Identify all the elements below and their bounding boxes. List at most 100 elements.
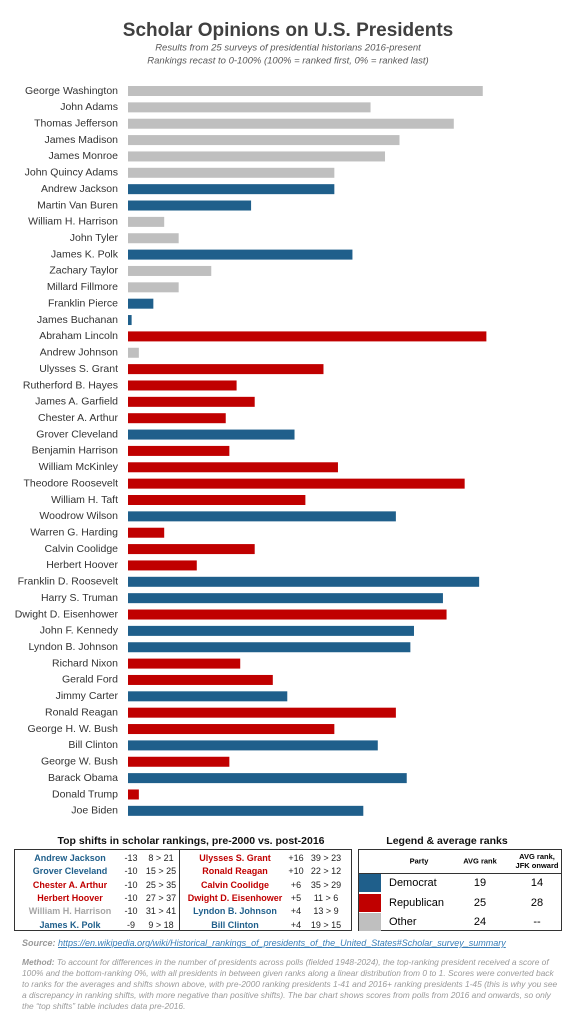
president-name: William H. Harrison — [28, 906, 112, 917]
shifts-title: Top shifts in scholar rankings, pre-2000… — [57, 835, 325, 847]
rank-shift: +4 — [290, 919, 302, 930]
divider — [179, 850, 180, 930]
y-tick-label: James K. Polk — [51, 248, 119, 260]
y-tick-label: Andrew Jackson — [41, 183, 118, 195]
rank-change: 15 > 25 — [145, 866, 177, 877]
bar — [128, 527, 165, 538]
chart-title: Scholar Opinions on U.S. Presidents — [123, 20, 453, 41]
y-tick-label: Andrew Johnson — [40, 347, 118, 359]
y-tick-label: John F. Kennedy — [40, 625, 119, 637]
rank-change: 11 > 6 — [313, 892, 339, 903]
y-tick-label: Zachary Taylor — [49, 265, 118, 277]
bar — [128, 740, 378, 751]
y-tick-label: Barack Obama — [48, 772, 118, 784]
y-tick-label: James Madison — [44, 134, 118, 146]
rank-shift: -13 — [124, 853, 138, 863]
y-tick-label: Martin Van Buren — [37, 199, 118, 211]
rank-shift: +6 — [290, 879, 302, 890]
rank-shift: +10 — [288, 866, 304, 877]
y-tick-label: Richard Nixon — [52, 657, 118, 669]
source: Source: https://en.wikipedia.org/wiki/Hi… — [22, 938, 506, 948]
y-tick-label: John Quincy Adams — [25, 167, 118, 179]
president-name: Chester A. Arthur — [32, 879, 108, 890]
bar — [128, 184, 335, 195]
y-tick-label: Millard Fillmore — [47, 281, 118, 293]
y-tick-label: Bill Clinton — [68, 739, 118, 751]
y-tick-label: John Tyler — [70, 232, 119, 244]
rank-change: 13 > 9 — [313, 906, 339, 917]
y-tick-label: Woodrow Wilson — [39, 510, 118, 522]
method-label: Method: — [22, 957, 55, 967]
avg-rank-jfk: 28 — [530, 896, 544, 909]
legend-swatch — [359, 874, 381, 892]
bar — [128, 135, 400, 146]
president-name: Dwight D. Eisenhower — [187, 892, 283, 903]
y-tick-label: Abraham Lincoln — [39, 330, 118, 342]
president-name: James K. Polk — [39, 919, 101, 930]
y-tick-label: Chester A. Arthur — [38, 412, 118, 424]
bar — [128, 707, 396, 718]
chart-subtitle: Rankings recast to 0-100% (100% = ranked… — [147, 56, 428, 67]
rank-change: 22 > 12 — [310, 866, 342, 877]
y-tick-label: James Buchanan — [37, 314, 118, 326]
bar — [128, 789, 139, 800]
bar — [128, 691, 288, 702]
rank-shift: -10 — [124, 892, 138, 903]
rank-change: 31 > 41 — [145, 906, 177, 917]
bar — [128, 576, 480, 587]
bar — [128, 282, 179, 293]
avg-rank-jfk: -- — [533, 916, 541, 928]
rank-shift: -10 — [124, 879, 138, 890]
legend-swatch — [359, 913, 381, 931]
y-tick-label: Ronald Reagan — [45, 706, 118, 718]
y-tick-label: Donald Trump — [52, 788, 118, 800]
method-text: To account for differences in the number… — [22, 957, 558, 1011]
legend-party: Democrat — [389, 877, 437, 889]
bar — [128, 658, 241, 669]
rank-change: 19 > 15 — [310, 919, 342, 930]
divider — [359, 873, 561, 874]
bar — [128, 511, 396, 522]
president-name: Calvin Coolidge — [200, 879, 270, 890]
president-name: Herbert Hoover — [37, 892, 103, 903]
president-name: Lyndon B. Johnson — [193, 906, 277, 917]
bar — [128, 396, 255, 407]
president-name: Ulysses S. Grant — [199, 853, 271, 863]
bar — [128, 478, 465, 489]
bar — [128, 724, 335, 735]
legend-table: Party AVG rank AVG rank, JFK onward Democra… — [358, 849, 562, 931]
y-tick-label: Benjamin Harrison — [32, 445, 119, 457]
column-header: AVG rank — [463, 856, 497, 866]
legend-swatch — [359, 893, 381, 912]
bar — [128, 364, 324, 375]
bar — [128, 593, 443, 604]
bar — [128, 233, 179, 244]
y-tick-label: Theodore Roosevelt — [23, 477, 118, 489]
y-tick-label: James Monroe — [49, 150, 119, 162]
rank-change: 35 > 29 — [310, 879, 342, 890]
column-header: Party — [409, 856, 429, 866]
bar — [128, 216, 165, 227]
bar — [128, 86, 483, 96]
y-tick-label: Jimmy Carter — [56, 690, 119, 702]
bar — [128, 118, 454, 129]
y-tick-label: William McKinley — [39, 461, 119, 473]
y-tick-label: Rutherford B. Hayes — [23, 379, 118, 391]
source-link[interactable]: https://en.wikipedia.org/wiki/Historical… — [58, 938, 506, 948]
y-tick-label: James A. Garfield — [35, 396, 118, 408]
chart-subtitle: Results from 25 surveys of presidential … — [155, 43, 421, 54]
rank-change: 9 > 18 — [148, 919, 174, 930]
y-tick-label: George W. Bush — [41, 756, 118, 768]
bar — [128, 642, 411, 653]
bar — [128, 102, 371, 113]
rank-shift: +5 — [290, 892, 302, 903]
bar — [128, 805, 364, 816]
y-tick-label: Ulysses S. Grant — [39, 363, 118, 375]
shifts-table: Andrew Jackson -13 8 > 21 Ulysses S. Grant +… — [14, 849, 352, 931]
president-name: Bill Clinton — [211, 919, 259, 930]
bar — [128, 200, 252, 211]
y-tick-label: William H. Taft — [51, 494, 118, 506]
rank-change: 39 > 23 — [310, 853, 342, 863]
y-tick-label: Franklin Pierce — [48, 297, 118, 309]
avg-rank: 19 — [473, 877, 487, 889]
